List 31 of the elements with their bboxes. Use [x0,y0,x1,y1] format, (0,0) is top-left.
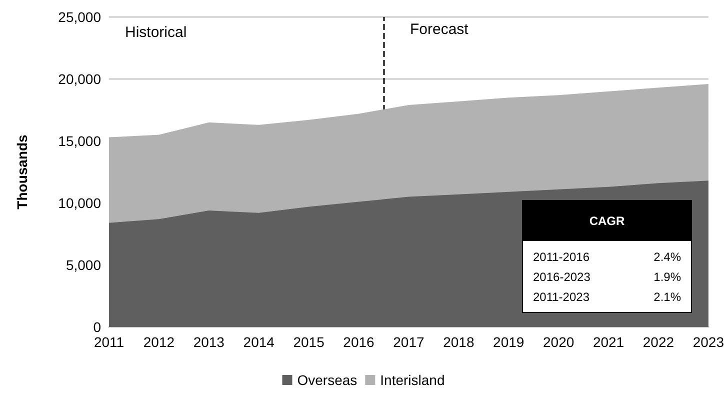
x-tick-label: 2013 [193,334,225,350]
legend-label: Interisland [380,372,445,388]
annotation: 2.4% [654,249,681,266]
x-tick-label: 2019 [493,334,524,350]
x-tick-label: 2014 [243,334,275,350]
x-tick-label: 2022 [642,334,674,350]
y-axis-title: Thousands [14,134,30,210]
annotation: 2016-2023 [533,269,590,286]
annotation: 1.9% [654,269,681,286]
y-tick-label: 5,000 [66,257,102,273]
y-tick-label: 10,000 [58,195,102,211]
x-tick-label: 2021 [592,334,624,350]
x-tick-label: 2012 [143,334,175,350]
x-tick-label: 2023 [692,334,724,350]
annotation: CAGR [523,201,691,241]
x-tick-label: 2016 [343,334,375,350]
annotation: Forecast [410,21,468,38]
annotation: 2011-2016 [533,249,590,266]
legend-label: Overseas [297,372,358,388]
y-tick-label: 0 [93,319,102,335]
annotation: 2011-2023 [533,289,590,306]
x-tick-label: 2018 [443,334,474,350]
y-tick-label: 20,000 [58,71,102,87]
x-tick-label: 2020 [542,334,574,350]
y-tick-label: 25,000 [58,9,102,25]
x-tick-label: 2017 [393,334,424,350]
x-tick-label: 2015 [293,334,325,350]
y-tick-label: 15,000 [58,133,102,149]
x-tick-label: 2011 [94,334,124,350]
annotation: Historical [125,24,187,41]
annotation: 2.1% [654,289,681,306]
